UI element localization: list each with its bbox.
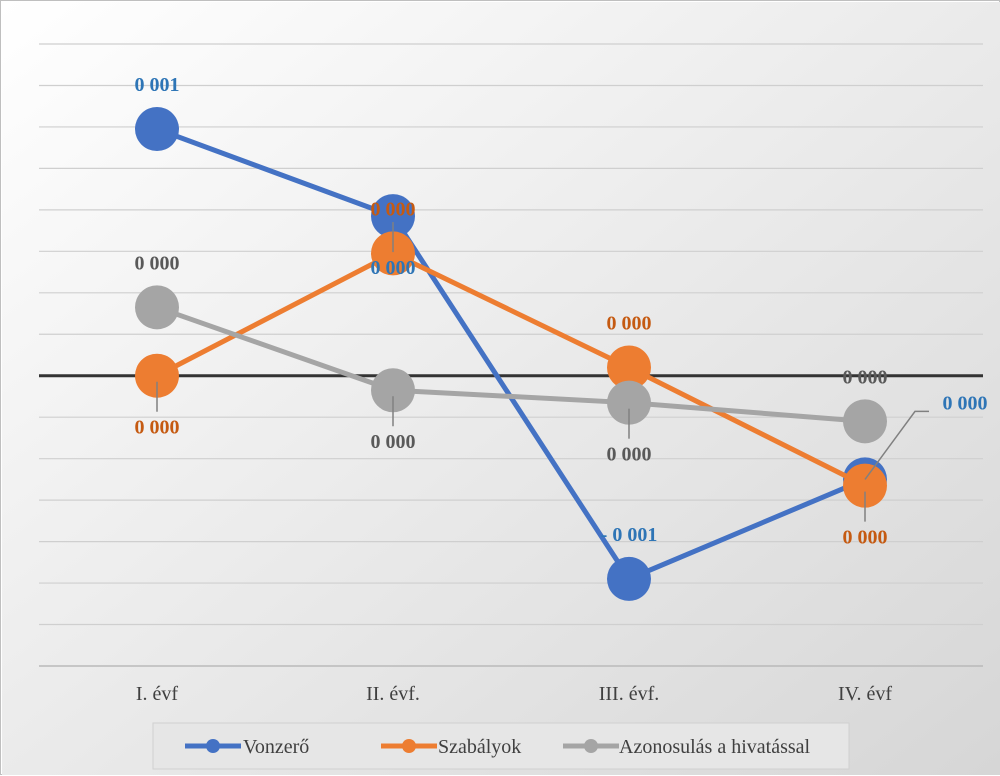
data-point [371,194,415,239]
data-label: 0 000 [371,198,416,220]
data-label: 0 000 [135,417,180,439]
gridlines [39,43,983,667]
legend-label: Azonosulás a hivatással [619,736,811,758]
data-label: 0 000 [371,257,416,279]
data-label: 0 000 [135,252,180,274]
series-group [135,285,887,444]
series-group [135,231,887,508]
series-line [156,304,866,424]
legend-box [152,722,850,770]
data-labels: 0 001 0 000 - 0 001 0 000 0 000 0 000 0 000 0 0… [135,74,988,549]
x-tick-label: II. évf. [366,683,420,705]
legend: Vonzerő Szabályok Azonosulás a hivatással [152,722,850,770]
data-label: 0 000 [607,444,652,466]
data-label: 0 001 [135,74,180,96]
data-label: 0 000 [371,431,416,453]
data-point [371,368,415,413]
x-axis-ticks: I. évf II. évf. III. évf. IV. évf [136,683,892,705]
legend-entry: Vonzerő [185,736,309,758]
x-tick-label: IV. évf [838,683,892,705]
data-point [371,231,415,276]
legend-entry: Azonosulás a hivatással [563,736,811,758]
series [135,107,887,601]
x-tick-label: III. évf. [599,683,660,705]
data-label: 0 000 [607,312,652,334]
data-point [135,285,179,330]
legend-entry: Szabályok [381,736,521,758]
series-line [155,250,867,488]
data-label: - 0 001 [601,524,658,546]
data-point [607,380,651,425]
data-label: 0 000 [843,366,888,388]
x-tick-label: I. évf [136,683,179,705]
data-label: 0 000 [843,527,888,549]
legend-swatch-marker [584,739,598,753]
data-point [607,556,651,601]
legend-label: Szabályok [438,736,521,758]
legend-swatch-marker [206,739,220,753]
data-point [843,399,887,444]
data-point [135,353,179,398]
data-label: 0 000 [943,392,988,414]
legend-label: Vonzerő [243,736,309,758]
leader-line [864,410,929,480]
data-point [843,463,887,508]
data-point [135,107,179,152]
legend-swatch-marker [402,739,416,753]
data-point [607,345,651,390]
